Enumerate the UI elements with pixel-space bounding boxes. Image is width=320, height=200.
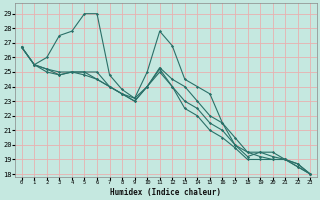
X-axis label: Humidex (Indice chaleur): Humidex (Indice chaleur) [110,188,221,197]
